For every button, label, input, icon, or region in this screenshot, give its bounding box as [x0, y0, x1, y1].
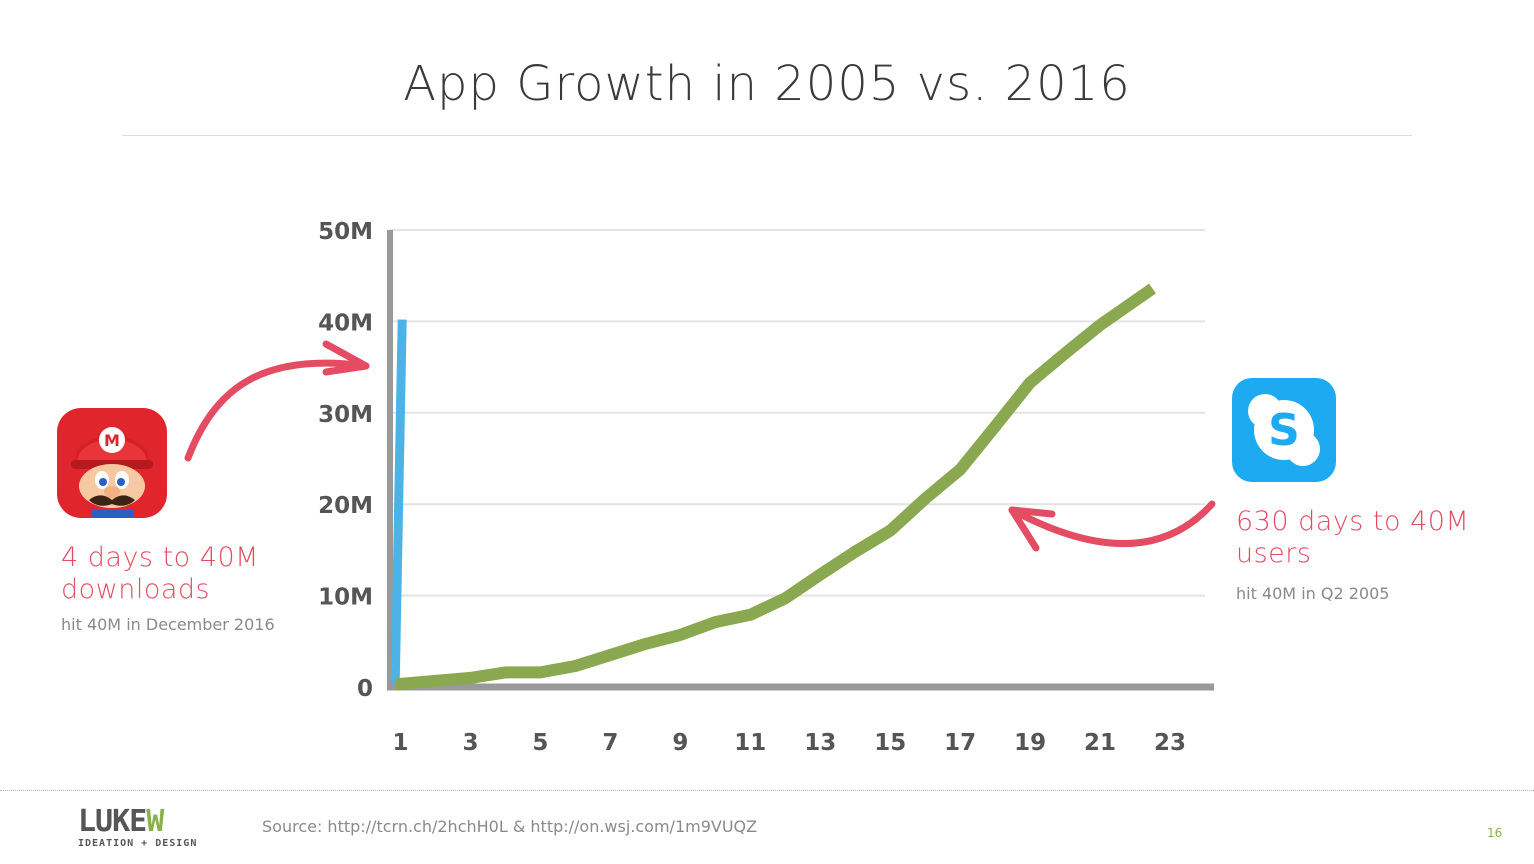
series	[390, 283, 1156, 691]
y-tick-label: 0	[357, 676, 373, 702]
mario-headline-line-1: 4 days to 40M	[61, 542, 259, 573]
slide-title: App Growth in 2005 vs. 2016	[403, 56, 1131, 112]
y-tick-label: 50M	[318, 219, 373, 245]
svg-text:M: M	[104, 431, 120, 450]
mario-callout-note: hit 40M in December 2016	[61, 615, 275, 634]
source-citation: Source: http://tcrn.ch/2hchH0L & http://…	[262, 817, 758, 836]
x-tick-label: 5	[532, 730, 548, 756]
skype-callout-headline: 630 days to 40M users	[1236, 506, 1469, 570]
x-tick-label: 9	[672, 730, 688, 756]
skype-headline-line-1: 630 days to 40M	[1236, 506, 1470, 537]
logo-wordmark-suffix: W	[146, 804, 164, 839]
super-mario-run-app-icon: M	[57, 408, 167, 518]
x-tick-label: 11	[734, 730, 766, 756]
skype-headline-line-2: users	[1236, 538, 1312, 569]
y-tick-label: 10M	[318, 585, 373, 611]
mario-callout-arrow	[184, 359, 370, 462]
logo-tagline: IDEATION + DESIGN	[78, 838, 198, 849]
logo-wordmark: LUKEW	[78, 807, 228, 837]
x-tick-label: 13	[804, 730, 836, 756]
mario-arrowhead	[322, 340, 370, 376]
y-tick-label: 20M	[318, 493, 373, 519]
x-tick-label: 21	[1084, 730, 1116, 756]
skype-callout-arrow	[1008, 500, 1216, 548]
x-tick-label: 15	[874, 730, 906, 756]
footer-divider	[0, 790, 1534, 791]
x-tick-label: 7	[602, 730, 618, 756]
x-tick-label: 23	[1154, 730, 1186, 756]
skype-series-line	[394, 283, 1156, 691]
x-tick-label: 17	[944, 730, 976, 756]
super-mario-run-series-line	[390, 319, 407, 685]
lukew-logo: LUKEW IDEATION + DESIGN	[78, 807, 228, 850]
mario-callout-headline: 4 days to 40M downloads	[61, 542, 259, 606]
y-tick-label: 30M	[318, 402, 373, 428]
skype-app-icon: S	[1232, 378, 1336, 482]
page-number: 16	[1487, 826, 1503, 840]
x-tick-label: 19	[1014, 730, 1046, 756]
skype-arrowhead	[1008, 506, 1056, 552]
y-tick-label: 40M	[318, 310, 373, 336]
x-tick-label: 3	[462, 730, 478, 756]
skype-callout-note: hit 40M in Q2 2005	[1236, 584, 1390, 603]
svg-text:S: S	[1268, 405, 1300, 456]
axes	[387, 230, 1214, 691]
mario-headline-line-2: downloads	[61, 574, 211, 605]
logo-wordmark-prefix: LUKE	[78, 804, 147, 839]
x-tick-label: 1	[392, 730, 408, 756]
title-divider	[122, 135, 1412, 136]
